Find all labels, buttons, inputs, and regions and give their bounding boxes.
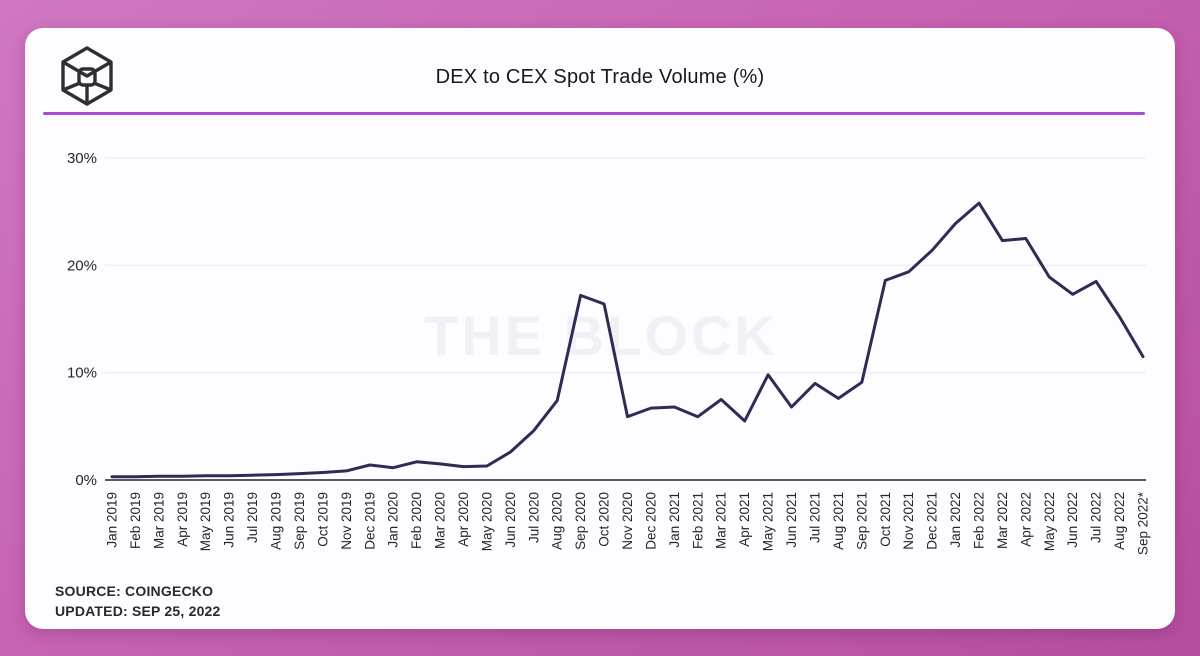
x-axis-label: Feb 2020 <box>409 492 424 549</box>
x-axis-label: May 2022 <box>1042 492 1057 551</box>
x-axis-label: Jul 2021 <box>807 492 822 543</box>
x-axis-label: May 2021 <box>761 492 776 551</box>
x-axis-label: Aug 2020 <box>550 492 565 550</box>
x-axis-label: Sep 2020 <box>573 492 588 550</box>
source-line: SOURCE: COINGECKO <box>55 583 214 599</box>
watermark: THE BLOCK <box>424 304 778 367</box>
y-axis-label: 20% <box>67 257 97 274</box>
x-axis-label: Aug 2019 <box>269 492 284 550</box>
x-axis-label: Apr 2021 <box>737 492 752 547</box>
header-divider <box>43 112 1145 115</box>
chart-title: DEX to CEX Spot Trade Volume (%) <box>435 66 765 88</box>
x-axis-label: Mar 2019 <box>151 492 166 549</box>
x-axis-label: Mar 2020 <box>433 492 448 549</box>
x-axis-label: Sep 2019 <box>292 492 307 550</box>
x-axis-label: Jan 2022 <box>948 492 963 548</box>
x-axis-label: Apr 2019 <box>175 492 190 547</box>
the-block-logo <box>61 46 113 106</box>
logo-edge-left <box>62 81 81 92</box>
x-axis-label: Oct 2021 <box>878 492 893 547</box>
x-axis-label: May 2020 <box>479 492 494 551</box>
x-axis-label: Feb 2022 <box>971 492 986 549</box>
x-axis-label: Oct 2020 <box>597 492 612 547</box>
line-chart: THE BLOCK 0% 10% 20% 30% Jan 2019 Feb 2019 Mar … <box>67 150 1151 555</box>
chart-footnote: SOURCE: COINGECKO UPDATED: SEP 25, 2022 <box>55 581 221 621</box>
x-axis-label: Aug 2021 <box>831 492 846 550</box>
x-axis-label: Jan 2020 <box>386 492 401 548</box>
x-axis-label: Jul 2019 <box>245 492 260 543</box>
x-axis-label: Feb 2021 <box>690 492 705 549</box>
x-axis-label: Dec 2019 <box>362 492 377 550</box>
logo-top-face <box>62 60 112 78</box>
y-axis-label: 30% <box>67 150 97 167</box>
x-axis-label: Mar 2021 <box>714 492 729 549</box>
x-axis-label: Jan 2021 <box>667 492 682 548</box>
x-axis-label: Nov 2021 <box>901 492 916 550</box>
x-axis-label: Oct 2019 <box>315 492 330 547</box>
y-axis-label: 0% <box>75 472 97 489</box>
x-axis-label: Sep 2022* <box>1136 491 1151 555</box>
trend-line <box>110 201 1145 479</box>
x-axis-label: Jul 2020 <box>526 492 541 543</box>
x-axis-label: Dec 2021 <box>925 492 940 550</box>
x-axis-label: Mar 2022 <box>995 492 1010 549</box>
x-axis-label: Apr 2022 <box>1018 492 1033 547</box>
x-axis-label: Sep 2021 <box>854 492 869 550</box>
x-axis-label: Jun 2020 <box>503 492 518 548</box>
x-axis-label: Apr 2020 <box>456 492 471 547</box>
updated-line: UPDATED: SEP 25, 2022 <box>55 603 221 619</box>
y-axis-label: 10% <box>67 365 97 382</box>
x-axis-label: Jun 2021 <box>784 492 799 548</box>
x-axis-label: Nov 2020 <box>620 492 635 550</box>
x-axis-label: Jun 2022 <box>1065 492 1080 548</box>
x-axis-label: Jun 2019 <box>222 492 237 548</box>
x-axis-label: Aug 2022 <box>1112 492 1127 550</box>
x-axis-label: Nov 2019 <box>339 492 354 550</box>
x-axis-label: Jan 2019 <box>105 492 120 548</box>
x-axis-label: May 2019 <box>198 492 213 551</box>
logo-edge-right <box>93 81 112 92</box>
x-axis-label: Dec 2020 <box>643 492 658 550</box>
x-axis-label: Jul 2022 <box>1089 492 1104 543</box>
x-axis-label: Feb 2019 <box>128 492 143 549</box>
chart-card: DEX to CEX Spot Trade Volume (%) THE BLO… <box>25 28 1175 629</box>
